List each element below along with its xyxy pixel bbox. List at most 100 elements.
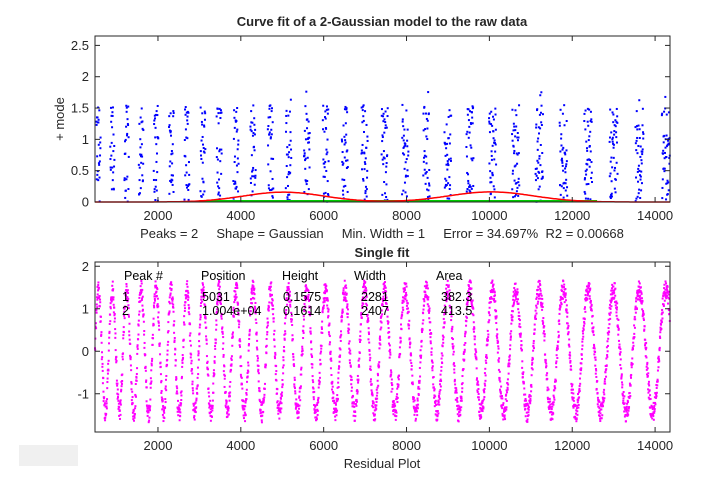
residual-point (327, 310, 330, 313)
residual-point (618, 346, 621, 349)
raw-point (425, 117, 428, 120)
residual-point (269, 282, 272, 285)
residual-point (641, 315, 644, 318)
residual-point (369, 356, 372, 359)
residual-point (549, 400, 552, 403)
residual-point (602, 401, 605, 404)
raw-point (360, 106, 363, 109)
residual-point (194, 401, 197, 404)
raw-point (585, 168, 588, 171)
raw-point (469, 190, 472, 193)
residual-point (502, 410, 505, 413)
residual-point (202, 289, 205, 292)
residual-point (637, 294, 640, 297)
residual-point (216, 308, 219, 311)
residual-point (538, 297, 541, 300)
raw-point (169, 131, 172, 134)
residual-point (210, 411, 213, 414)
residual-point (357, 378, 360, 381)
raw-point (344, 139, 347, 142)
residual-point (164, 378, 167, 381)
residual-point (557, 336, 560, 339)
residual-point (507, 372, 510, 375)
residual-point (354, 402, 357, 405)
raw-point (635, 110, 638, 113)
residual-point (223, 385, 226, 388)
residual-point (644, 355, 647, 358)
raw-point (640, 170, 643, 173)
residual-point (146, 407, 149, 410)
residual-point (325, 285, 328, 288)
residual-point (488, 306, 491, 309)
residual-point (233, 295, 236, 298)
residual-point (501, 397, 504, 400)
raw-point (199, 150, 202, 153)
residual-point (228, 395, 231, 398)
raw-point (251, 169, 254, 172)
raw-point (427, 198, 430, 201)
raw-point (304, 138, 307, 141)
residual-point (389, 353, 392, 356)
residual-point (314, 405, 317, 408)
residual-point (499, 392, 502, 395)
residual-point (141, 308, 144, 311)
residual-point (293, 379, 296, 382)
residual-point (541, 305, 544, 308)
residual-point (506, 391, 509, 394)
residual-point (412, 397, 415, 400)
residual-point (262, 398, 265, 401)
residual-point (609, 307, 612, 310)
residual-point (451, 325, 454, 328)
raw-point (111, 106, 114, 109)
residual-point (345, 300, 348, 303)
residual-point (515, 297, 518, 300)
residual-point (244, 399, 247, 402)
residual-point (491, 281, 494, 284)
residual-point (271, 304, 274, 307)
raw-point (284, 187, 287, 190)
residual-point (482, 398, 485, 401)
residual-point (409, 352, 412, 355)
raw-point (305, 183, 308, 186)
residual-point (167, 321, 170, 324)
raw-point (517, 136, 520, 139)
residual-point (300, 368, 303, 371)
residual-point (204, 317, 207, 320)
residual-point (269, 285, 272, 288)
residual-point (194, 411, 197, 414)
figure-button[interactable] (19, 445, 78, 466)
residual-point (230, 357, 233, 360)
residual-point (136, 367, 139, 370)
residual-point (265, 352, 268, 355)
residual-point (359, 335, 362, 338)
residual-point (326, 299, 329, 302)
residual-point (381, 302, 384, 305)
residual-point (248, 337, 251, 340)
raw-point (155, 143, 158, 146)
residual-point (205, 326, 208, 329)
residual-point (525, 399, 528, 402)
raw-point (171, 152, 174, 155)
residual-point (192, 402, 195, 405)
residual-point (505, 389, 508, 392)
residual-point (116, 382, 119, 385)
residual-point (359, 341, 362, 344)
raw-point (637, 164, 640, 167)
raw-point (326, 138, 329, 141)
residual-point (288, 290, 291, 293)
residual-point (108, 330, 111, 333)
raw-point (186, 137, 189, 140)
residual-point (663, 287, 666, 290)
residual-point (444, 312, 447, 315)
residual-point (313, 390, 316, 393)
residual-point (494, 317, 497, 320)
residual-point (381, 298, 384, 301)
residual-point (543, 335, 546, 338)
residual-point (651, 408, 654, 411)
residual-point (197, 358, 200, 361)
residual-point (593, 345, 596, 348)
raw-point (269, 137, 272, 140)
residual-point (254, 307, 257, 310)
residual-point (665, 297, 668, 300)
residual-point (304, 284, 307, 287)
